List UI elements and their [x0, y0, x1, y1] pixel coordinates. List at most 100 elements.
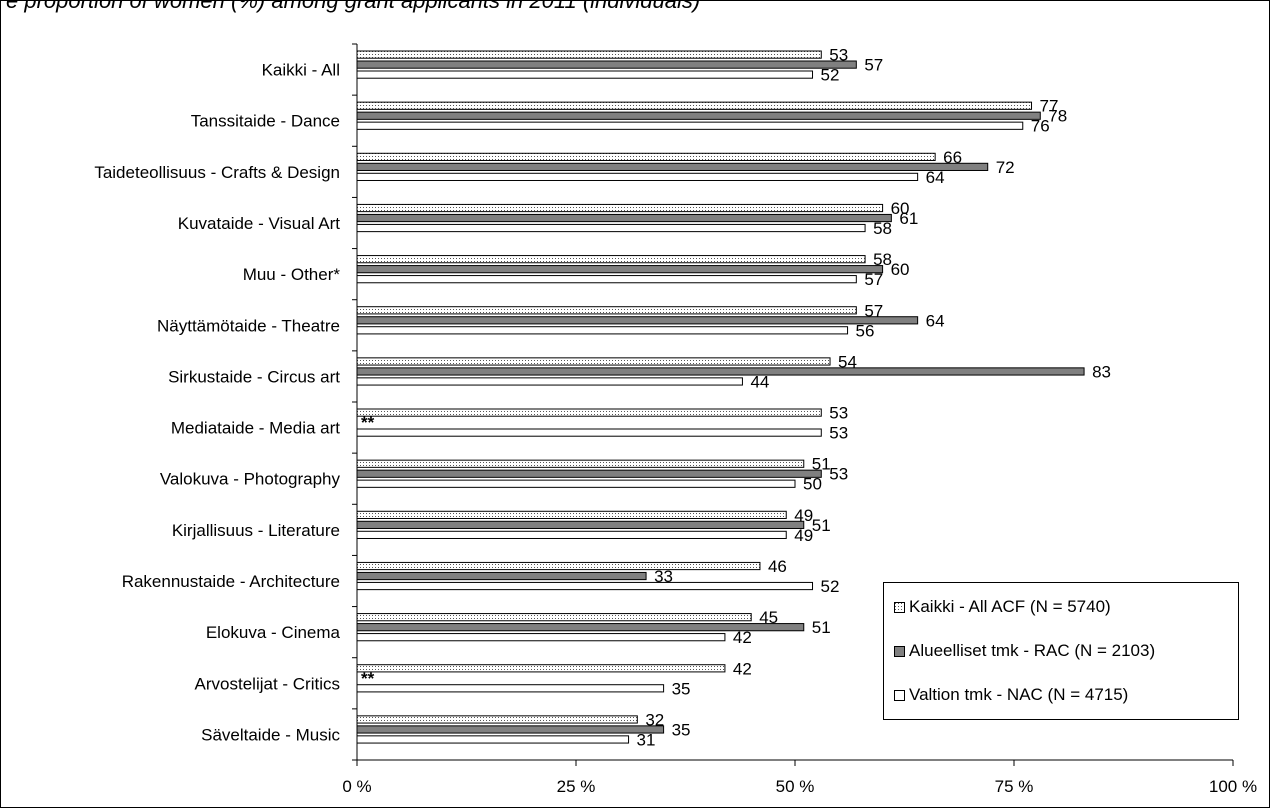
category-label: Kirjallisuus - Literature	[172, 521, 340, 540]
category-label: Tanssitaide - Dance	[191, 112, 340, 131]
legend-swatch-rac	[894, 645, 905, 657]
bar-nac	[356, 428, 822, 437]
data-label: 64	[926, 168, 945, 187]
bar-all	[356, 101, 1033, 110]
data-label: 57	[864, 270, 883, 289]
bar-nac	[356, 684, 665, 693]
data-label: 35	[672, 720, 691, 739]
legend-item-nac: Valtion tmk - NAC (N = 4715)	[894, 683, 1128, 707]
bar-rac	[356, 316, 919, 325]
data-label: 60	[891, 199, 910, 218]
data-label: 51	[812, 618, 831, 637]
data-label: 61	[899, 209, 918, 228]
data-label: 32	[645, 710, 664, 729]
data-label: 64	[926, 311, 945, 330]
legend-label-all: Kaikki - All ACF (N = 5740)	[909, 597, 1111, 616]
data-label: 51	[812, 516, 831, 535]
legend-item-rac: Alueelliset tmk - RAC (N = 2103)	[894, 639, 1155, 663]
data-label: 53	[829, 465, 848, 484]
data-label: 60	[891, 260, 910, 279]
missing-marker: **	[361, 669, 375, 688]
data-label: 44	[750, 372, 769, 391]
bar-nac	[356, 326, 849, 335]
data-label: 35	[672, 679, 691, 698]
bar-all	[356, 203, 884, 213]
data-label: 52	[821, 577, 840, 596]
bar-all	[356, 510, 787, 519]
bar-all	[356, 408, 822, 417]
data-label: 57	[864, 301, 883, 320]
category-label: Rakennustaide - Architecture	[122, 572, 340, 591]
legend-label-rac: Alueelliset tmk - RAC (N = 2103)	[909, 641, 1156, 660]
bar-rac	[356, 725, 665, 734]
data-label: 54	[838, 352, 857, 371]
data-label: 57	[864, 56, 883, 75]
bar-rac	[356, 520, 805, 529]
legend-label-nac: Valtion tmk - NAC (N = 4715)	[909, 685, 1129, 704]
bar-all	[356, 255, 866, 264]
data-label: 83	[1092, 362, 1111, 381]
data-label: 72	[996, 158, 1015, 177]
bar-rac	[356, 571, 647, 581]
legend-item-all: Kaikki - All ACF (N = 5740)	[894, 595, 1111, 619]
category-label: Taideteollisuus - Crafts & Design	[94, 163, 340, 182]
bar-nac	[356, 633, 726, 642]
chart-title: e proportion of women (%) among grant ap…	[6, 0, 701, 13]
data-label: 53	[829, 404, 848, 423]
legend-swatch-nac	[894, 689, 905, 701]
category-label: Valokuva - Photography	[160, 470, 341, 489]
category-label: Arvostelijat - Critics	[195, 674, 340, 693]
data-label: 77	[1040, 97, 1059, 116]
data-label: 33	[654, 567, 673, 586]
bar-all	[356, 664, 726, 673]
data-label: 50	[803, 475, 822, 494]
category-label: Näyttämötaide - Theatre	[157, 316, 340, 335]
category-label: Sirkustaide - Circus art	[168, 367, 340, 386]
category-label: Muu - Other*	[243, 265, 341, 284]
category-label: Kaikki - All	[262, 61, 340, 80]
bar-all	[356, 357, 831, 366]
bar-nac	[356, 735, 630, 744]
data-label: 49	[794, 506, 813, 525]
bar-nac	[356, 223, 866, 233]
x-tick-label: 50 %	[776, 777, 815, 796]
bar-nac	[356, 530, 787, 539]
data-label: 66	[943, 148, 962, 167]
data-label: 53	[829, 424, 848, 443]
x-tick-label: 100 %	[1209, 777, 1257, 796]
bar-nac	[356, 377, 743, 386]
bar-nac	[356, 70, 814, 79]
bar-rac	[356, 111, 1041, 120]
bar-nac	[356, 275, 857, 284]
category-label: Säveltaide - Music	[201, 725, 340, 744]
bar-rac	[356, 265, 884, 274]
bar-rac	[356, 162, 989, 171]
data-label: 51	[812, 455, 831, 474]
bar-rac	[356, 367, 1085, 376]
data-label: 31	[637, 730, 656, 749]
category-label: Elokuva - Cinema	[206, 623, 341, 642]
bar-nac	[356, 479, 796, 488]
data-label: 53	[829, 46, 848, 65]
data-label: 58	[873, 250, 892, 269]
data-label: 58	[873, 219, 892, 238]
data-label: 45	[759, 608, 778, 627]
bar-all	[356, 613, 752, 622]
data-label: 78	[1048, 107, 1067, 126]
bar-all	[356, 306, 857, 315]
x-tick-label: 0 %	[342, 777, 371, 796]
data-label: 76	[1031, 117, 1050, 136]
data-label: 42	[733, 659, 752, 678]
bar-all	[356, 459, 805, 468]
category-label: Kuvataide - Visual Art	[178, 214, 340, 233]
bar-rac	[356, 213, 892, 223]
x-tick-label: 25 %	[557, 777, 596, 796]
bar-nac	[356, 581, 814, 591]
bar-nac	[356, 121, 1024, 130]
bar-all	[356, 561, 761, 571]
missing-marker: **	[361, 413, 375, 432]
data-label: 49	[794, 526, 813, 545]
chart-legend: Kaikki - All ACF (N = 5740) Alueelliset …	[883, 582, 1239, 720]
